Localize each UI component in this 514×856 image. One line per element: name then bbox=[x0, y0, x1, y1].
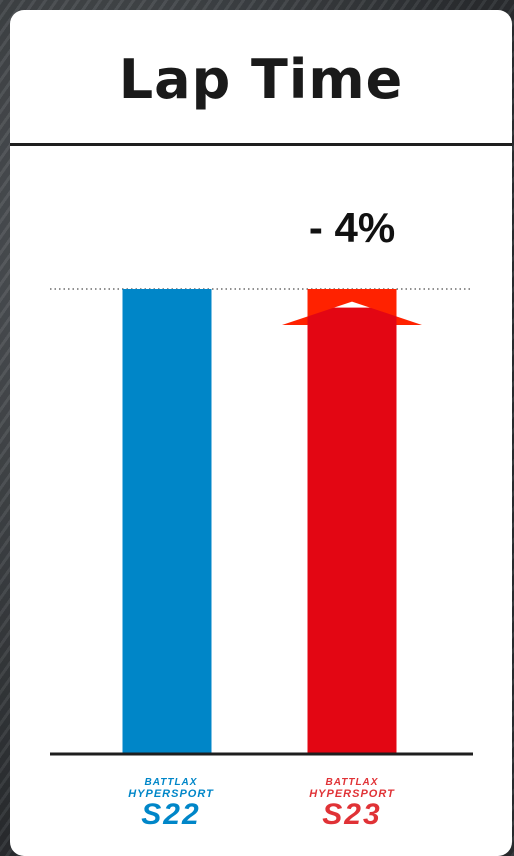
logo-line: HYPERSPORT bbox=[128, 788, 214, 800]
logo-brand: BATTLAX bbox=[325, 777, 379, 788]
reduction-arrow bbox=[282, 289, 422, 325]
bar-chart: - 4% bbox=[50, 204, 473, 756]
logo-s22: BATTLAX HYPERSPORT S22 bbox=[111, 778, 231, 830]
logo-line: HYPERSPORT bbox=[309, 788, 395, 800]
chart-title: Lap Time bbox=[118, 48, 404, 111]
reduction-label: - 4% bbox=[309, 204, 395, 251]
logo-brand: BATTLAX bbox=[144, 777, 198, 788]
logo-s23: BATTLAX HYPERSPORT S23 bbox=[292, 778, 412, 830]
logo-model: S22 bbox=[141, 798, 201, 831]
logo-model: S23 bbox=[322, 798, 382, 831]
bar-s23 bbox=[307, 307, 397, 754]
chart-card: Lap Time - 4% BATTLAX HYPERSPORT S22 BAT… bbox=[10, 10, 512, 856]
title-divider bbox=[10, 143, 512, 146]
bar-s22 bbox=[122, 289, 212, 754]
